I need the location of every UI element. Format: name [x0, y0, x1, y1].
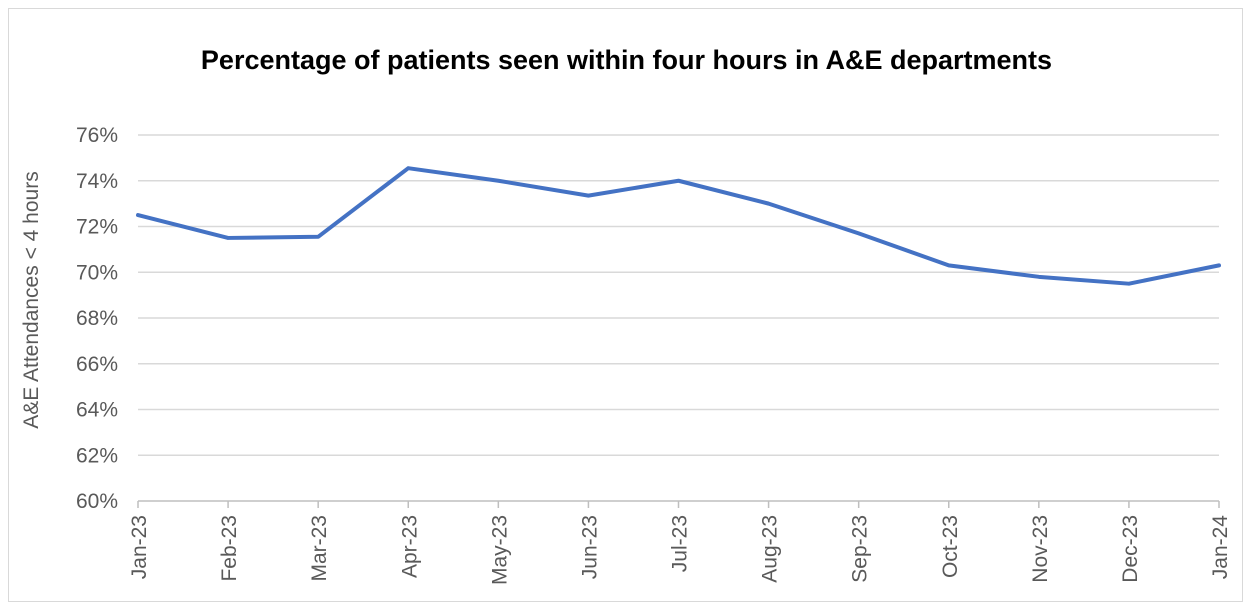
gridlines — [138, 134, 1219, 456]
series — [136, 166, 1221, 286]
x-tick-label: Jan-23 — [128, 515, 151, 579]
x-tick-label: Jul-23 — [669, 515, 692, 572]
y-tick-label: 76% — [76, 124, 118, 147]
x-tick-label: Aug-23 — [759, 515, 782, 583]
x-tick-label: Jun-23 — [578, 515, 601, 579]
y-axis-title: A&E Attendances < 4 hours — [20, 171, 43, 428]
y-axis: 60% 62% 64% 66% 68% 70% 72% 74% 76% — [76, 124, 118, 513]
chart-title: Percentage of patients seen within four … — [200, 45, 1053, 75]
x-axis-labels: Jan-23 Feb-23 Mar-23 Apr-23 May-23 Jun-23 Jul-… — [128, 515, 1232, 585]
x-tick-label: Apr-23 — [398, 515, 421, 578]
x-tick-label: Sep-23 — [849, 515, 872, 583]
y-tick-label: 62% — [76, 444, 118, 467]
x-tick-label: Feb-23 — [218, 515, 241, 582]
x-tick-label: Dec-23 — [1119, 515, 1142, 583]
y-tick-label: 66% — [76, 353, 118, 376]
x-tick-label: Oct-23 — [939, 515, 962, 578]
x-tick-label: May-23 — [488, 515, 511, 585]
series-line — [136, 166, 1221, 286]
x-axis — [137, 500, 1220, 508]
x-tick-label: Nov-23 — [1029, 515, 1052, 583]
x-tick-label: Jan-24 — [1209, 515, 1232, 580]
y-tick-label: 70% — [76, 261, 118, 284]
y-tick-label: 68% — [76, 307, 118, 330]
y-tick-label: 74% — [76, 170, 118, 193]
x-tick-label: Mar-23 — [308, 515, 331, 582]
y-tick-label: 60% — [76, 490, 118, 513]
chart-frame — [8, 8, 1243, 602]
y-tick-label: 64% — [76, 399, 118, 422]
y-tick-label: 72% — [76, 216, 118, 239]
